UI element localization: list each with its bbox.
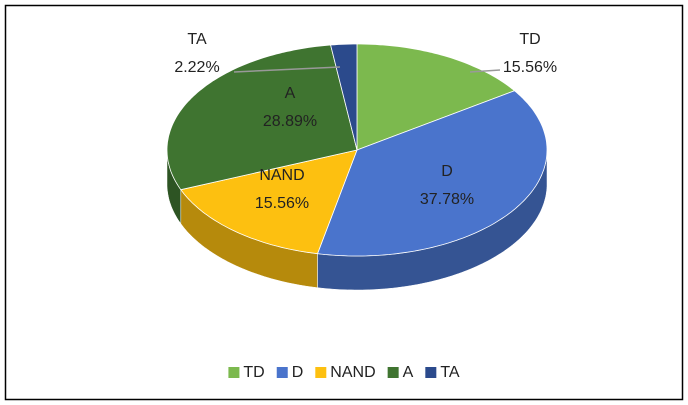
legend-swatch [425, 367, 437, 378]
legend-label: D [292, 364, 304, 381]
data-label-category: TD [519, 31, 540, 48]
data-label-value: 15.56% [503, 59, 557, 76]
data-label-category: TA [187, 31, 207, 48]
data-label-category: D [441, 163, 453, 180]
leader-line [233, 66, 341, 73]
legend-label: TD [243, 364, 264, 381]
legend-swatch [387, 367, 399, 378]
data-label-value: 37.78% [420, 191, 474, 208]
slice [330, 43, 358, 151]
data-label-category: A [285, 85, 296, 102]
data-label-value: 15.56% [255, 195, 309, 212]
legend-label: TA [440, 364, 460, 381]
legend-swatch [276, 367, 288, 378]
data-label-value: 2.22% [174, 59, 219, 76]
slice [180, 149, 358, 255]
legend-label: A [403, 364, 414, 381]
legend-swatch [228, 367, 240, 378]
leader-line [469, 69, 501, 73]
data-label-value: 28.89% [263, 113, 317, 130]
slice [356, 43, 516, 151]
slice [316, 90, 548, 257]
data-label-category: NAND [259, 167, 304, 184]
legend-label: NAND [330, 364, 375, 381]
slice [166, 44, 358, 191]
legend-swatch [315, 367, 327, 378]
